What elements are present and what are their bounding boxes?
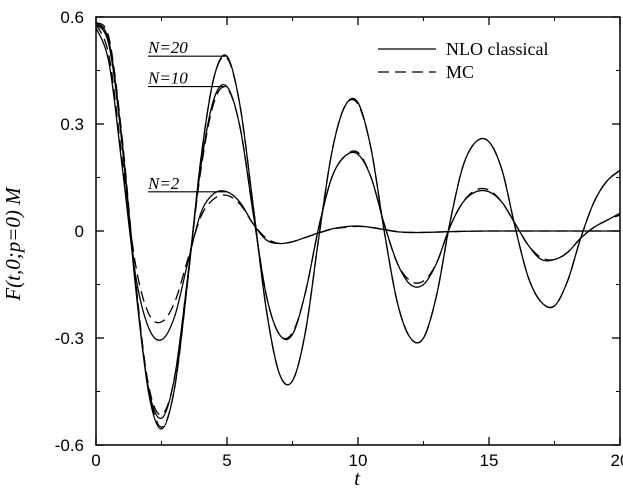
annotation-label-n2: N=2: [147, 174, 180, 193]
annotation-label-n10: N=10: [147, 69, 188, 88]
x-tick-label: 5: [222, 451, 231, 470]
x-tick-label: 20: [611, 451, 623, 470]
legend-label-nlo-classical: NLO classical: [446, 39, 548, 59]
x-tick-label: 10: [349, 451, 368, 470]
tick-layer: 0 5 10 15 20 -0.6 -0.3 0 0.3 0.6: [55, 8, 623, 470]
series-line-n20-dashed: [95, 21, 621, 428]
y-tick-label: -0.3: [55, 329, 84, 348]
series-layer: [95, 21, 621, 430]
y-tick-label: 0.3: [60, 115, 84, 134]
y-tick-label: -0.6: [55, 436, 84, 455]
series-line-n2-dashed: [95, 23, 620, 324]
x-axis-title: t: [354, 466, 361, 490]
annotation-layer: N=20 N=10 N=2: [147, 38, 227, 193]
series-line-n10-dashed: [95, 21, 621, 416]
legend: NLO classical MC: [378, 39, 548, 82]
y-tick-label: 0: [75, 222, 84, 241]
legend-label-mc: MC: [446, 62, 474, 82]
y-tick-label: 0.6: [60, 8, 84, 27]
annotation-label-n20: N=20: [147, 38, 188, 57]
x-tick-label: 0: [91, 451, 100, 470]
y-axis-title: F(t,0;p=0) M: [1, 186, 25, 302]
x-tick-label: 15: [480, 451, 499, 470]
